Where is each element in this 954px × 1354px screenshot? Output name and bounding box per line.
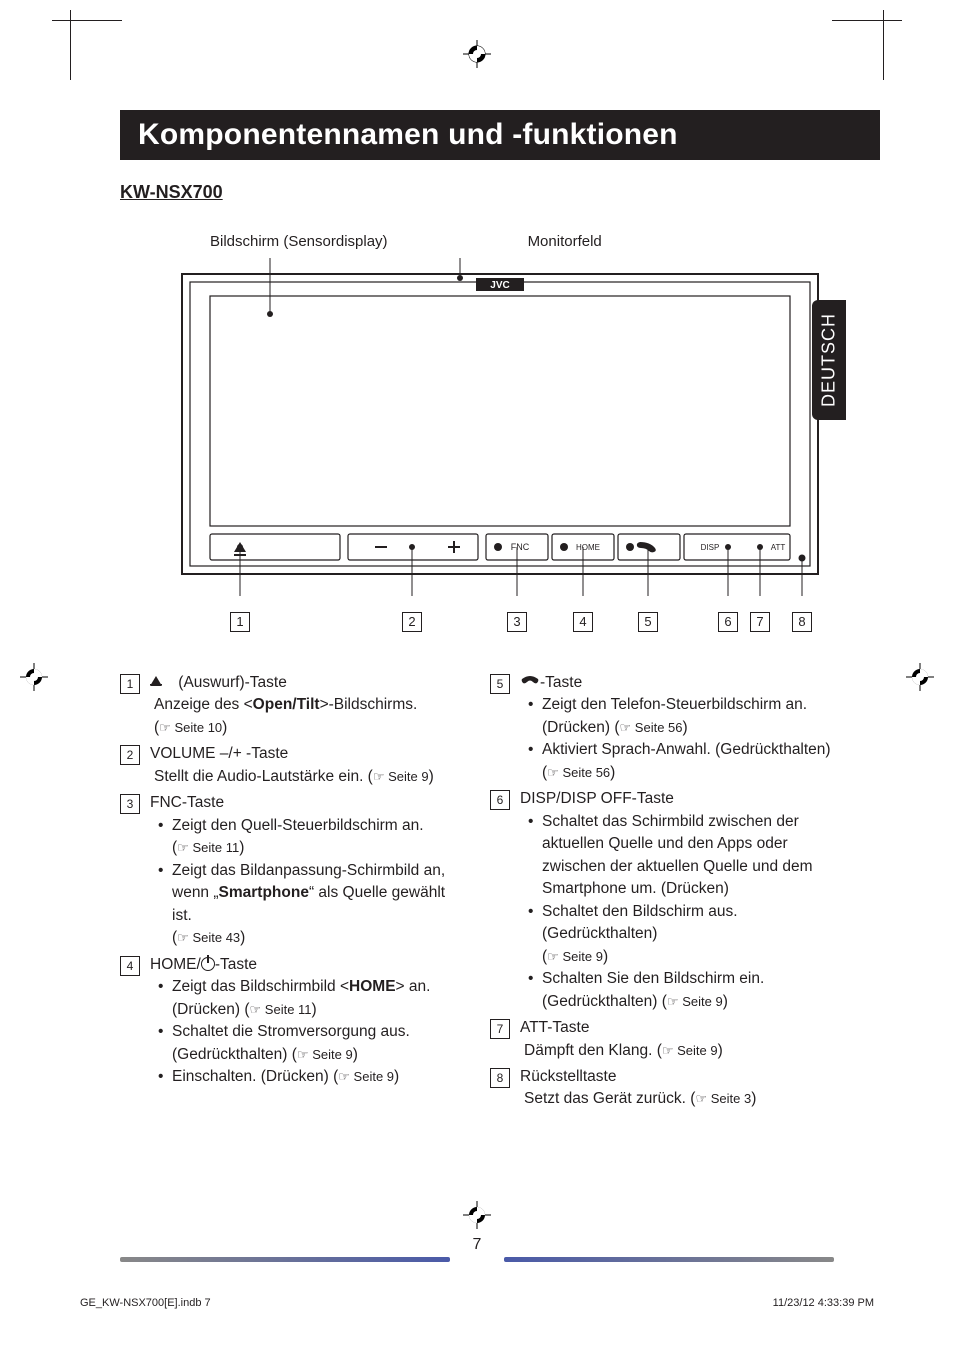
- item-ref: (Seite 9): [524, 946, 834, 968]
- item-lead: Rückstelltaste: [520, 1066, 834, 1088]
- list-item: 3 FNC-TasteZeigt den Quell-Steuerbildschi…: [120, 792, 464, 949]
- callout-7: 7: [750, 612, 770, 632]
- power-icon: [201, 957, 215, 971]
- list-item: 8 RückstelltasteSetzt das Gerät zurück. (…: [490, 1066, 834, 1111]
- item-bullet: Einschalten. (Drücken) (Seite 9): [154, 1066, 464, 1088]
- svg-text:HOME: HOME: [576, 543, 600, 552]
- item-ref: (Seite 11): [154, 837, 464, 859]
- item-line: (Seite 10): [154, 717, 464, 739]
- item-lead: (Auswurf)-Taste: [150, 672, 464, 694]
- item-body: -TasteZeigt den Telefon-Steuerbildschirm…: [520, 672, 834, 784]
- svg-text:ATT: ATT: [771, 543, 786, 552]
- svg-text:JVC: JVC: [490, 280, 509, 291]
- item-bullet: Schaltet die Stromversorgung aus. (Gedrü…: [154, 1021, 464, 1066]
- item-bullet: Schaltet das Schirmbild zwischen der akt…: [524, 811, 834, 901]
- list-item: 5 -TasteZeigt den Telefon-Steuerbildschir…: [490, 672, 834, 784]
- item-lead: DISP/DISP OFF-Taste: [520, 788, 834, 810]
- item-lead: VOLUME –/+ -Taste: [150, 743, 464, 765]
- model-heading: KW-NSX700: [120, 182, 894, 203]
- diagram-label-screen: Bildschirm (Sensordisplay): [210, 233, 388, 250]
- list-item: 4 HOME/-TasteZeigt das Bildschirmbild <HO…: [120, 954, 464, 1089]
- item-body: RückstelltasteSetzt das Gerät zurück. (S…: [520, 1066, 834, 1111]
- item-number: 3: [120, 794, 140, 814]
- list-item: 7 ATT-TasteDämpft den Klang. (Seite 9): [490, 1017, 834, 1062]
- callout-3: 3: [507, 612, 527, 632]
- item-lead: HOME/-Taste: [150, 954, 464, 976]
- item-bullet: Aktiviert Sprach-Anwahl. (Gedrückthalten…: [524, 739, 834, 761]
- crop-mark: [52, 20, 122, 21]
- page-number: 7: [473, 1236, 482, 1254]
- item-line: Setzt das Gerät zurück. (Seite 3): [524, 1088, 834, 1110]
- callout-2: 2: [402, 612, 422, 632]
- item-number: 5: [490, 674, 510, 694]
- item-ref: (Seite 56): [524, 762, 834, 784]
- item-line: Dämpft den Klang. (Seite 9): [524, 1040, 834, 1062]
- left-column: 1 (Auswurf)-TasteAnzeige des <Open/Tilt>…: [120, 672, 464, 1115]
- right-column: 5 -TasteZeigt den Telefon-Steuerbildschir…: [490, 672, 834, 1115]
- page-rule-right: [504, 1257, 834, 1262]
- callout-8: 8: [792, 612, 812, 632]
- list-item: 6 DISP/DISP OFF-TasteSchaltet das Schirmb…: [490, 788, 834, 1013]
- page-rule-left: [120, 1257, 450, 1262]
- item-number: 8: [490, 1068, 510, 1088]
- footer-right: 11/23/12 4:33:39 PM: [773, 1297, 874, 1309]
- item-body: (Auswurf)-TasteAnzeige des <Open/Tilt>-B…: [150, 672, 464, 739]
- item-lead: FNC-Taste: [150, 792, 464, 814]
- list-item: 2 VOLUME –/+ -TasteStellt die Audio-Lauts…: [120, 743, 464, 788]
- section-title: Komponentennamen und -funktionen: [138, 118, 862, 152]
- svg-text:DISP: DISP: [701, 543, 720, 552]
- crop-mark: [832, 20, 902, 21]
- description-columns: 1 (Auswurf)-TasteAnzeige des <Open/Tilt>…: [120, 672, 834, 1115]
- item-line: Stellt die Audio-Lautstärke ein. (Seite …: [154, 766, 464, 788]
- page-content: Komponentennamen und -funktionen KW-NSX7…: [60, 30, 894, 1115]
- item-bullet: Schaltet den Bildschirm aus. (Gedrücktha…: [524, 901, 834, 946]
- device-diagram: Bildschirm (Sensordisplay) Monitorfeld J…: [180, 233, 820, 642]
- item-body: VOLUME –/+ -TasteStellt die Audio-Lautst…: [150, 743, 464, 788]
- item-body: DISP/DISP OFF-TasteSchaltet das Schirmbi…: [520, 788, 834, 1013]
- registration-mark: [20, 663, 48, 691]
- item-number: 2: [120, 745, 140, 765]
- item-bullet: Zeigt den Telefon-Steuerbildschirm an. (…: [524, 694, 834, 739]
- callout-row: 1 2 3 4 5 67 8: [180, 602, 820, 642]
- item-number: 7: [490, 1019, 510, 1039]
- registration-mark: [463, 1201, 491, 1229]
- callout-5: 5: [638, 612, 658, 632]
- registration-mark: [906, 663, 934, 691]
- item-body: FNC-TasteZeigt den Quell-Steuerbildschir…: [150, 792, 464, 949]
- list-item: 1 (Auswurf)-TasteAnzeige des <Open/Tilt>…: [120, 672, 464, 739]
- diagram-label-panel: Monitorfeld: [528, 233, 602, 250]
- item-number: 1: [120, 674, 140, 694]
- svg-text:FNC: FNC: [511, 542, 530, 552]
- item-bullet: Zeigt das Bildschirmbild <HOME> an. (Drü…: [154, 976, 464, 1021]
- item-bullet: Schalten Sie den Bildschirm ein. (Gedrüc…: [524, 968, 834, 1013]
- item-lead: -Taste: [520, 672, 834, 694]
- item-bullet: Zeigt das Bildanpassung-Schirmbild an, w…: [154, 860, 464, 927]
- item-lead: ATT-Taste: [520, 1017, 834, 1039]
- section-title-bar: Komponentennamen und -funktionen: [120, 110, 880, 160]
- device-svg: JVC: [180, 256, 820, 596]
- item-line: Anzeige des <Open/Tilt>-Bildschirms.: [154, 694, 464, 716]
- item-bullet: Zeigt den Quell-Steuerbildschirm an.: [154, 815, 464, 837]
- item-ref: (Seite 43): [154, 927, 464, 949]
- item-body: HOME/-TasteZeigt das Bildschirmbild <HOM…: [150, 954, 464, 1089]
- footer-left: GE_KW-NSX700[E].indb 7: [80, 1297, 211, 1309]
- phone-icon: [520, 674, 540, 688]
- callout-1: 1: [230, 612, 250, 632]
- item-number: 4: [120, 956, 140, 976]
- item-body: ATT-TasteDämpft den Klang. (Seite 9): [520, 1017, 834, 1062]
- callout-6: 6: [718, 612, 738, 632]
- callout-4: 4: [573, 612, 593, 632]
- item-number: 6: [490, 790, 510, 810]
